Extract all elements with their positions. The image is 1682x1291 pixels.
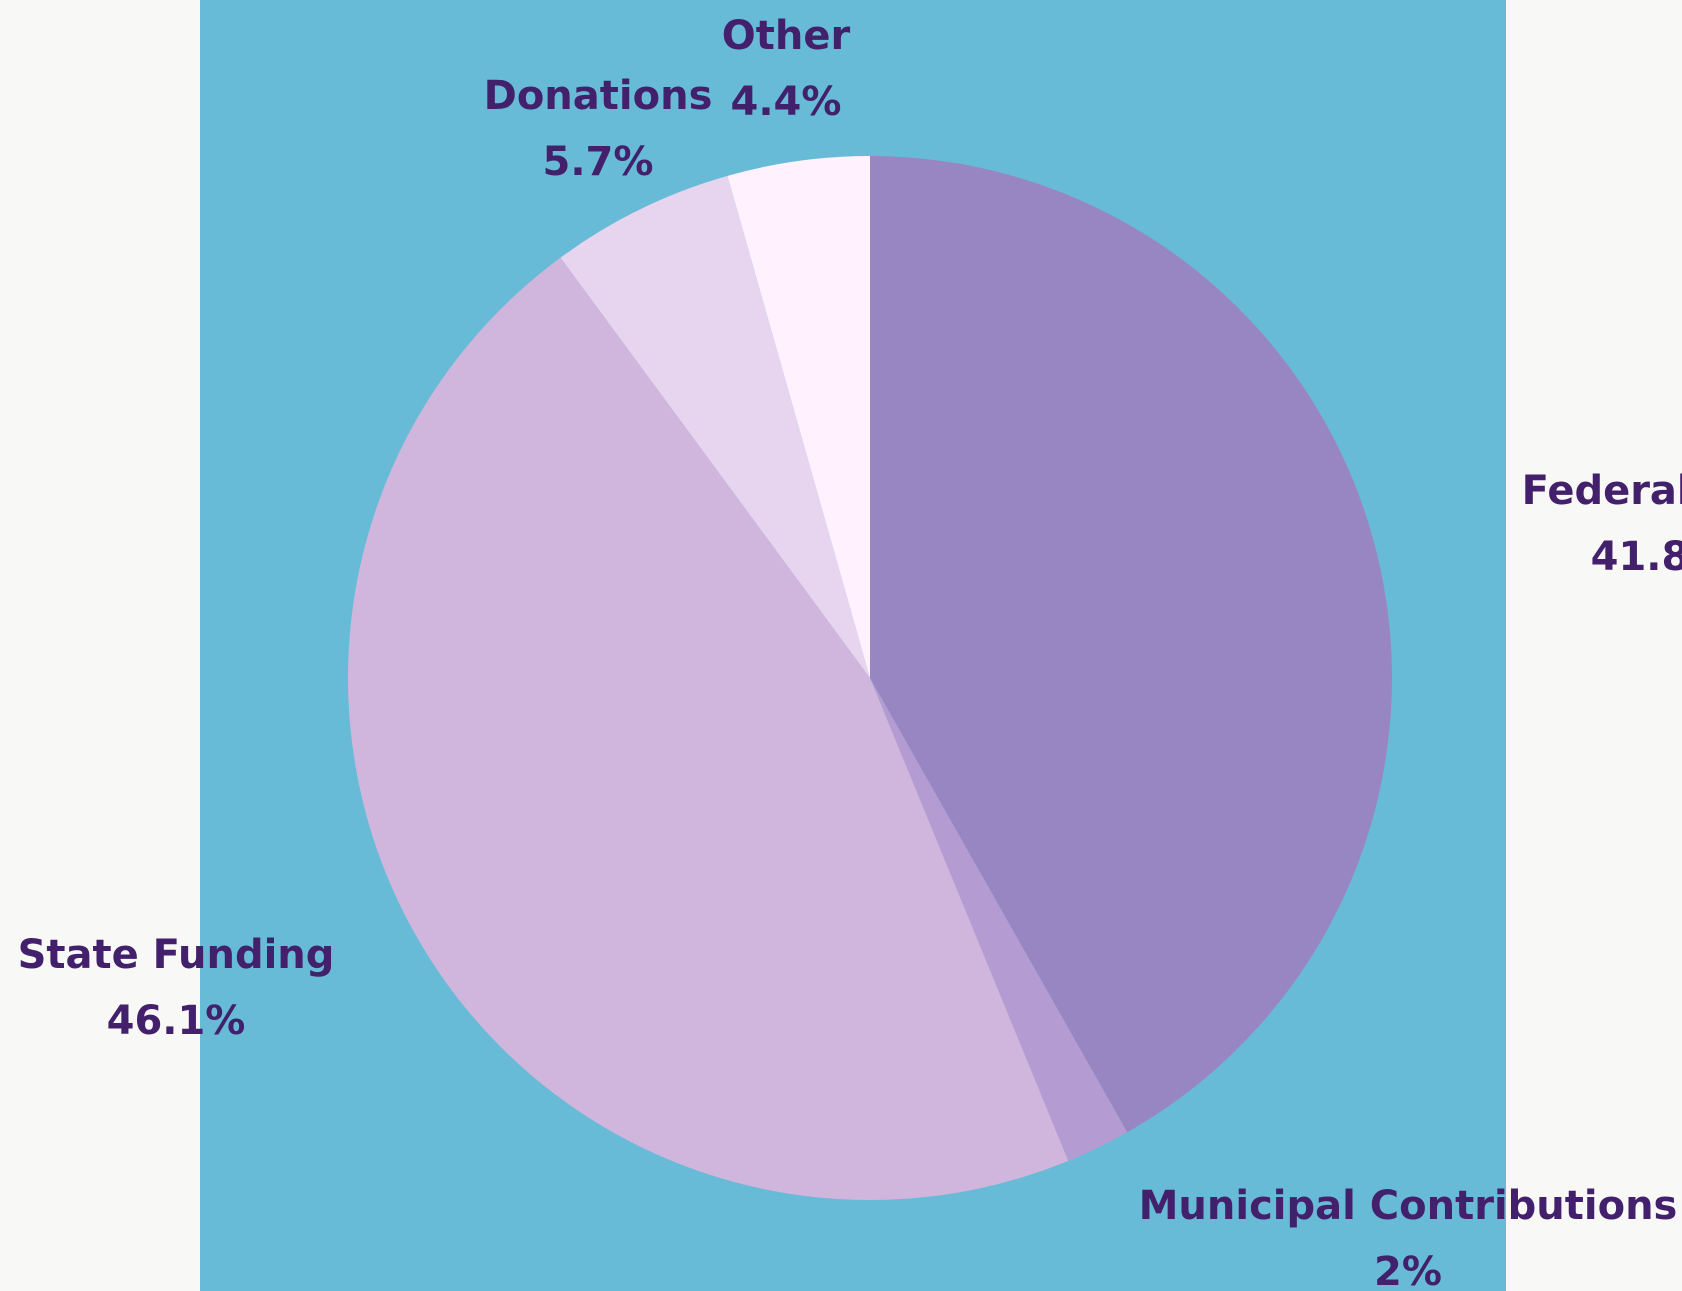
slice-value-label: 2%	[1374, 1249, 1442, 1291]
pie-slice-other	[727, 156, 870, 678]
pie-slice-donations	[560, 175, 870, 679]
slice-value-label: 41.8	[1591, 534, 1682, 580]
slice-value-label: 46.1%	[107, 998, 246, 1044]
pie-slice-state-funding	[348, 257, 1069, 1200]
pie-slices	[348, 156, 1392, 1200]
slice-label: Other	[722, 13, 851, 59]
slice-label: State Funding	[18, 932, 335, 978]
slice-label: Donations	[484, 73, 713, 119]
slice-value-label: 4.4%	[731, 79, 842, 125]
pie-slice-federal-funding	[870, 156, 1392, 1133]
slice-label: Federal Fu	[1522, 468, 1682, 514]
slice-value-label: 5.7%	[543, 139, 654, 185]
pie-slice-municipal-contributions	[870, 678, 1128, 1161]
pie-labels: Federal Fu 41.8 Municipal Contributions 2% S…	[18, 13, 1682, 1291]
slice-label: Municipal Contributions	[1139, 1183, 1678, 1229]
